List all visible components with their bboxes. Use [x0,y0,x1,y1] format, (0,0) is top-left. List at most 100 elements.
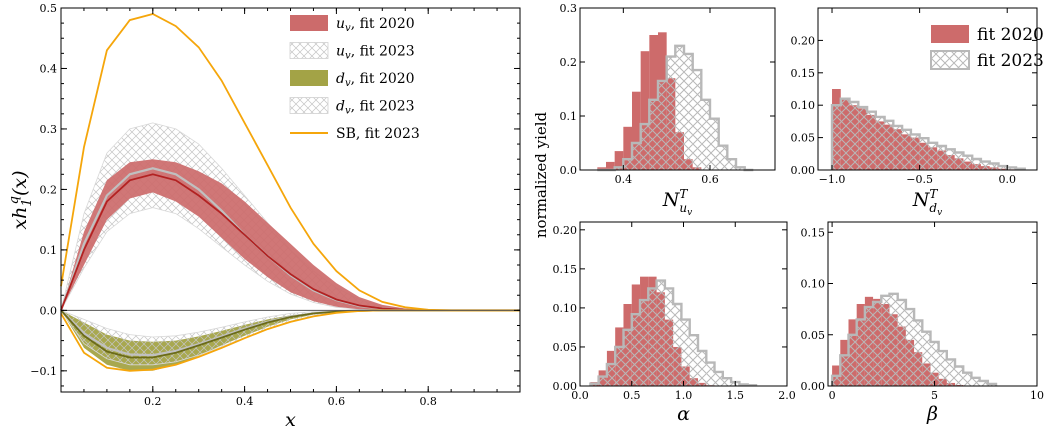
x-tick-label: 0.5 [623,389,641,402]
y-label-main: xh [9,207,31,230]
y-tick-label: 0.0 [40,304,58,317]
hist-nu-panel: 0.4 0.6 0.0 0.1 0.2 0.3 NT uv [560,2,776,218]
y-tick-label: 0.5 [40,2,58,15]
bar-fit-2023 [598,376,607,386]
legend-swatch [930,50,970,70]
bar-fit-2023 [840,355,849,386]
bar-fit-2023 [905,309,915,386]
x-label-sub: u [679,201,687,215]
hist-nd-panel: −1.0 −0.5 0.0 0.00 0.05 0.10 0.15 0.20 NT dv fit 2… [791,7,1044,218]
bar-fit-2020 [640,51,650,171]
x-label-main: N [662,189,681,211]
legend-entry: uv, fit 2023 [289,42,415,62]
bar-fit-2023 [955,366,964,386]
panel-frame [827,221,1038,387]
bar-fit-2023 [606,364,616,386]
legend-text: , fit 2023 [351,44,415,60]
bar-fit-2023 [673,304,682,386]
x-axis-label: x [285,409,296,431]
bar-fit-2023 [697,350,707,386]
hist-beta-panel: 0 5 10 0.00 0.05 0.10 0.15 β [801,221,1044,425]
bar-fit-2023 [919,138,929,170]
bar-fit-2023 [648,288,657,386]
legend-label: fit 2023 [977,51,1044,71]
bar-fit-2023 [889,293,898,386]
x-axis-label: NT uv [662,187,692,218]
bar-fit-2020 [623,126,632,170]
bar-fit-2023 [972,158,981,170]
bar-fit-2023 [681,319,690,386]
bar-fit-2023 [897,299,906,386]
bar-fit-2023 [849,101,859,170]
bar-fit-2023 [710,118,719,170]
y-tick-label: 0.05 [553,341,578,354]
bar-fit-2023 [864,307,874,386]
legend-label: SB, fit 2023 [336,126,420,142]
bar-fit-2023 [938,351,947,386]
y-tick-label: 0.0 [560,164,578,177]
bar-fit-2023 [979,380,988,386]
x-tick-label: −0.5 [906,173,933,186]
bar-fit-2023 [632,143,641,170]
bar-fit-2023 [922,331,931,386]
bar-fit-2023 [914,320,923,386]
x-tick-label: 0.4 [615,173,633,186]
bar-fit-2023 [640,124,650,170]
bar-fit-2023 [640,300,649,386]
legend-label: dv, fit 2023 [336,99,415,117]
step-fit-2023 [830,97,1026,170]
y-tick-label: 0.3 [560,2,578,15]
y-tick-label: 0.00 [801,380,826,393]
y-tick-label: 0.10 [801,278,826,291]
bar-fit-2023 [684,53,693,170]
x-tick-label: 0.0 [998,173,1016,186]
band-u-2020 [61,159,520,311]
y-tick-label: 0.2 [40,183,58,196]
bar-fit-2023 [867,111,876,170]
x-label-sup: T [679,187,688,201]
hist-alpha-panel: 0.0 0.5 1.0 1.5 2.0 0.00 0.05 0.10 0.15 0.20 α [553,221,796,425]
x-tick-label: 0.0 [571,389,589,402]
bar-fit-2023 [666,56,676,170]
bar-fit-2023 [689,335,698,386]
bar-fit-2023 [893,125,903,170]
legend-text: , fit 2020 [351,71,415,87]
bar-fit-2023 [706,362,715,386]
legend-symbol: u [336,44,345,60]
bar-fit-2023 [649,99,658,170]
step-fit-2023 [597,44,754,172]
shared-y-label: normalized yield [532,111,550,238]
bar-fit-2023 [881,295,890,386]
legend-label: dv, fit 2020 [336,71,415,89]
bar-fit-2020 [597,167,606,170]
bar-fit-2023 [832,375,841,386]
bar-fit-2023 [910,134,920,170]
y-label-sup: q [7,196,22,204]
bar-fit-2023 [858,107,868,170]
y-tick-label: 0.05 [801,329,826,342]
legend-symbol: d [336,71,345,87]
legend-swatch [289,42,329,59]
legend-text: , fit 2020 [351,16,415,32]
bar-fit-2023 [873,301,882,386]
bar-fit-2023 [848,334,857,386]
y-label-sub: 1 [20,198,35,206]
x-tick-label: 0 [829,389,836,402]
bar-fit-2023 [623,329,632,386]
bar-fit-2023 [631,314,641,386]
bar-fit-2023 [902,129,911,170]
y-tick-label: 0.10 [791,99,816,112]
y-tick-label: 0.00 [553,380,578,393]
bar-fit-2023 [623,159,632,170]
y-tick-label: 0.15 [801,226,826,239]
step-fit-2023 [830,292,998,386]
legend-subscript: v [345,106,351,117]
bar-fit-2023 [954,152,964,170]
legend-entry: uv, fit 2020 [290,15,415,34]
y-tick-label: 0.15 [791,67,816,80]
bar-fit-2023 [714,371,723,386]
bar-fit-2023 [718,145,728,170]
panel-frame [579,7,776,171]
y-tick-label: 0.1 [560,110,578,123]
bar-fit-2023 [722,378,732,386]
